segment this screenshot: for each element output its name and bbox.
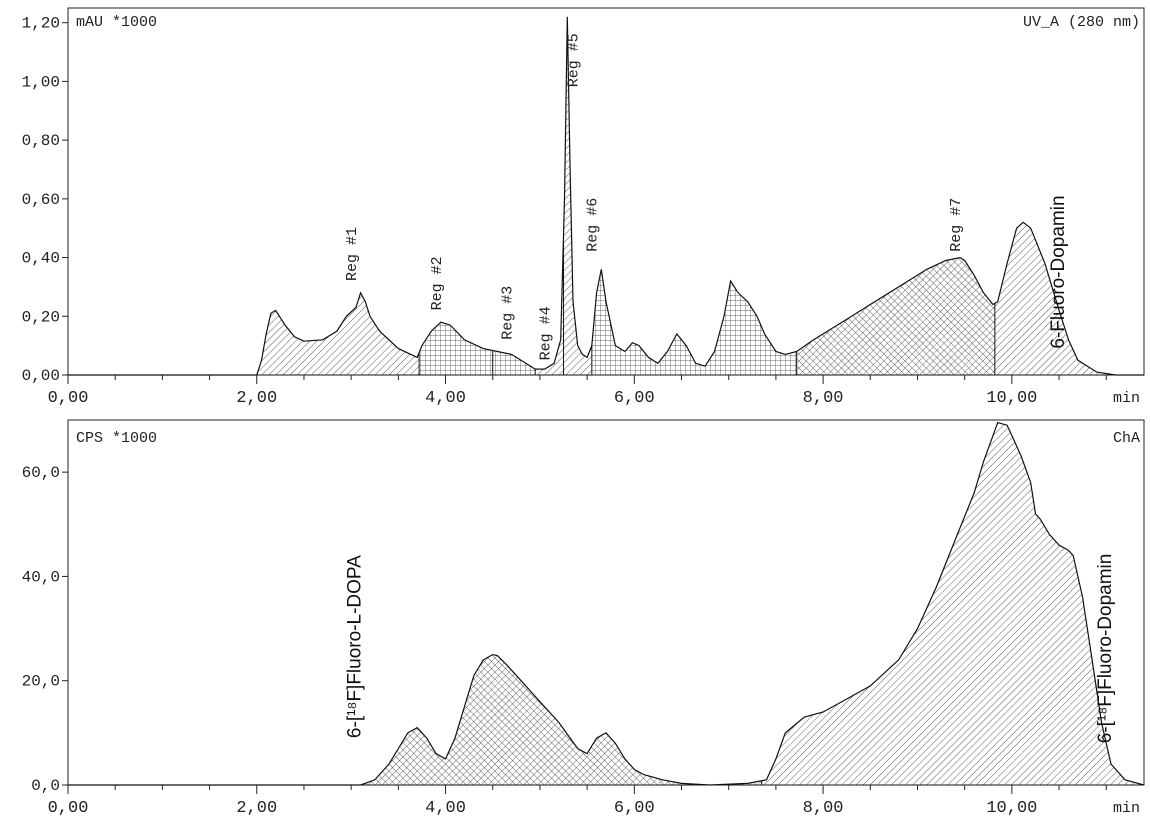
radio-region-2-area [761,422,1144,785]
radio-chromatogram-panel: 0,0 20,0 40,0 60,0 0,00 2,00 4,00 6,00 8,00 10,0… [22,419,1145,818]
uv-y-tick-label: 1,20 [22,15,60,33]
radio-x-tick-label: 8,00 [803,799,844,818]
uv-y-ticks: 0,00 0,20 0,40 0,60 0,80 1,00 1,20 [22,15,68,385]
uv-chromatogram-panel: 0,00 0,20 0,40 0,60 0,80 1,00 1,20 0,00 2,00 4,0… [22,7,1145,408]
uv-peak-label: Reg #3 [500,286,517,340]
uv-peak-label: Reg #4 [537,306,554,360]
radio-y-tick-label: 20,0 [22,673,60,691]
uv-region-6-area [591,269,797,375]
uv-peak-label: Reg #6 [585,198,602,252]
uv-y-tick-label: 1,00 [22,73,60,91]
radio-peak-label: 6-[¹⁸F]Fluoro-L-DOPA [345,555,366,738]
uv-fill-layer [256,16,1107,376]
uv-region-2-area [419,322,493,375]
uv-x-ticks: 0,00 2,00 4,00 6,00 8,00 10,00 [48,375,1107,408]
uv-x-tick-label: 0,00 [48,389,89,408]
radio-fill-layer [360,422,1144,785]
uv-x-tick-label: 2,00 [236,389,277,408]
radio-x-unit-label: min [1113,800,1140,817]
radio-x-tick-label: 2,00 [236,799,277,818]
radio-y-tick-label: 0,0 [31,777,60,795]
uv-region-4-area [535,234,564,375]
radio-y-unit-label: CPS *1000 [76,430,157,447]
radio-x-tick-label: 4,00 [425,799,466,818]
uv-y-tick-label: 0,00 [22,367,60,385]
radio-peak-labels: 6-[¹⁸F]Fluoro-L-DOPA 6-[¹⁸F]Fluoro-Dopami… [345,554,1116,744]
uv-y-tick-label: 0,80 [22,132,60,150]
uv-x-tick-label: 8,00 [803,389,844,408]
radio-x-tick-label: 0,00 [48,799,89,818]
radio-x-ticks: 0,00 2,00 4,00 6,00 8,00 10,00 [48,785,1107,818]
uv-x-unit-label: min [1113,390,1140,407]
uv-y-tick-label: 0,60 [22,191,60,209]
uv-x-tick-label: 6,00 [614,389,655,408]
radio-x-tick-label: 10,00 [986,799,1037,818]
uv-x-tick-label: 4,00 [425,389,466,408]
uv-y-unit-label: mAU *1000 [76,14,157,31]
radio-y-ticks: 0,0 20,0 40,0 60,0 [22,464,68,795]
radio-x-tick-label: 6,00 [614,799,655,818]
uv-peak-label: Reg #5 [566,33,583,87]
uv-x-tick-label: 10,00 [986,389,1037,408]
radio-y-tick-label: 40,0 [22,568,60,586]
uv-peak-label: Reg #7 [948,198,965,252]
uv-peak-label: 6-Fluoro-Dopamin [1048,195,1069,348]
uv-y-tick-label: 0,20 [22,308,60,326]
radio-channel-label: ChA [1113,430,1140,447]
radio-y-tick-label: 60,0 [22,464,60,482]
uv-region-5-area [563,16,592,376]
uv-region-8-area [994,222,1107,375]
uv-region-7-area [796,257,995,375]
uv-y-tick-label: 0,40 [22,250,60,268]
uv-trace-line [68,16,1144,376]
uv-peak-label: Reg #2 [429,256,446,310]
uv-peak-labels: Reg #1 Reg #2 Reg #3 Reg #4 Reg #5 Reg #6 Reg … [344,33,1069,360]
uv-channel-label: UV_A (280 nm) [1023,14,1140,31]
radio-trace-line [68,421,1145,786]
uv-region-3-area [492,350,536,375]
radio-peak-label: 6-[¹⁸F]Fluoro-Dopamin [1095,554,1116,744]
radio-region-1-area [360,654,762,785]
uv-region-1-area [256,292,420,375]
uv-peak-label: Reg #1 [344,227,361,281]
